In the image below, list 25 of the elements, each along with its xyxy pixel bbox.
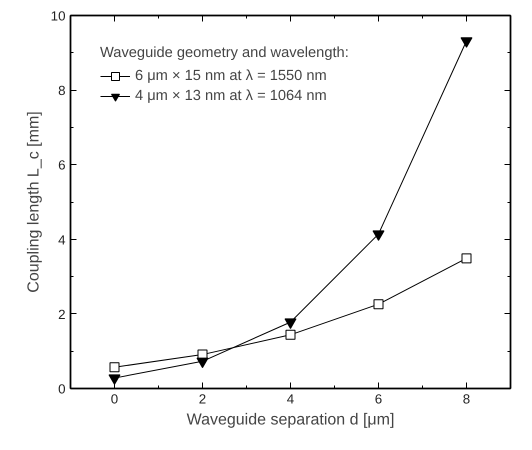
x-tick-label: 0	[110, 392, 118, 406]
y-tick-label: 2	[58, 306, 66, 322]
point	[108, 374, 120, 385]
y-tick-label: 8	[58, 83, 66, 98]
point	[462, 253, 472, 264]
point	[196, 358, 208, 368]
x-tick-label: 2	[198, 392, 206, 406]
point	[372, 230, 384, 241]
y-tick-label: 6	[58, 158, 66, 173]
x-axis-title: Waveguide separation d [μm]	[186, 412, 394, 428]
point	[284, 318, 296, 329]
legend-title: Waveguide geometry and wavelength:	[100, 45, 349, 61]
y-tick-label: 0	[58, 382, 66, 396]
y-tick-label: 10	[50, 8, 66, 24]
point	[460, 37, 472, 48]
legend-label: 6 μm × 15 nm at λ = 1550 nm	[135, 68, 327, 84]
x-tick-label: 8	[462, 392, 470, 406]
y-tick-label: 4	[58, 232, 66, 248]
x-tick-label: 4	[286, 392, 295, 406]
x-tick-label: 6	[374, 392, 382, 406]
y-axis-title: Coupling length L_c [mm]	[26, 111, 43, 293]
point	[374, 299, 384, 310]
point	[286, 330, 296, 340]
legend-label: 4 μm × 13 nm at λ = 1064 nm	[135, 88, 327, 104]
point	[110, 362, 120, 372]
